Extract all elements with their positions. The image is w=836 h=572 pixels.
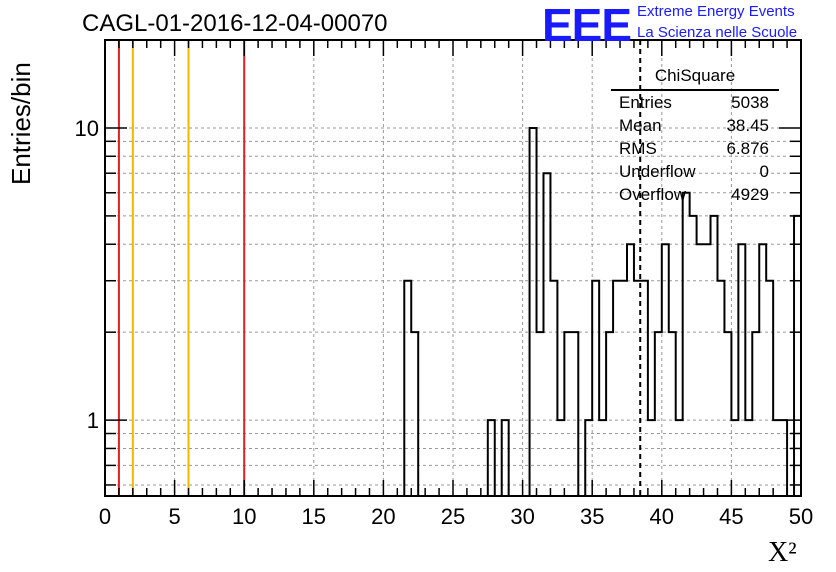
x-tick-label: 10: [232, 504, 256, 529]
histogram-bin: [773, 420, 780, 496]
stats-value: 6.876: [726, 139, 769, 158]
x-tick-label: 0: [99, 504, 111, 529]
histogram-bin: [794, 216, 801, 496]
histogram-bin: [557, 420, 564, 496]
stats-label: RMS: [619, 139, 657, 158]
histogram-bin: [613, 281, 620, 496]
histogram-bin: [683, 193, 690, 496]
stats-value: 4929: [731, 185, 769, 204]
histogram-bin: [704, 244, 711, 496]
histogram-bin: [759, 244, 766, 496]
stats-label: Entries: [619, 93, 672, 112]
histogram-bin: [655, 332, 662, 496]
eee-logo: EEE: [542, 0, 632, 51]
histogram-bin: [592, 281, 599, 496]
logo-text-line1: Extreme Energy Events: [637, 3, 795, 20]
histogram-bin: [711, 216, 718, 496]
histogram-bin: [585, 420, 592, 496]
histogram-bin: [550, 281, 557, 496]
x-tick-label: 35: [580, 504, 604, 529]
y-tick-label: 10: [75, 116, 99, 141]
x-tick-label: 25: [441, 504, 465, 529]
histogram-bin: [669, 332, 676, 496]
histogram-bin: [502, 420, 509, 496]
histogram-bin: [676, 420, 683, 496]
x-tick-label: 40: [650, 504, 674, 529]
x-tick-label: 5: [168, 504, 180, 529]
histogram-bin: [724, 332, 731, 496]
x-tick-label: 20: [371, 504, 395, 529]
histogram-bin: [543, 173, 550, 496]
histogram-bin: [537, 332, 544, 496]
histogram-bin: [717, 281, 724, 496]
histogram-bin: [745, 420, 752, 496]
histogram-bin: [571, 332, 578, 496]
histogram-bin: [731, 420, 738, 496]
histogram-bin: [690, 216, 697, 496]
x-tick-label: 30: [510, 504, 534, 529]
histogram-bin: [780, 420, 787, 496]
histogram-bin: [738, 244, 745, 496]
histogram-bin: [606, 332, 613, 496]
histogram-bin: [411, 332, 418, 496]
y-tick-label: 1: [87, 408, 99, 433]
histogram-bin: [599, 420, 606, 496]
logo-text-line2: La Scienza nelle Scuole: [637, 24, 798, 41]
histogram-bin: [766, 281, 773, 496]
stats-box-title: ChiSquare: [611, 66, 779, 91]
stats-value: 38.45: [726, 116, 769, 135]
histogram-bin: [752, 332, 759, 496]
y-axis-label: Entries/bin: [6, 62, 36, 185]
x-axis-label: X²: [768, 537, 797, 569]
histogram-bin: [641, 281, 648, 496]
histogram-bin: [488, 420, 495, 496]
histogram-bin: [662, 244, 669, 496]
histogram-bin: [697, 244, 704, 496]
histogram-bin: [620, 281, 627, 496]
stats-row-underflow: Underflow 0: [611, 160, 779, 183]
x-tick-label: 15: [302, 504, 326, 529]
stats-row-rms: RMS 6.876: [611, 137, 779, 160]
x-axis-label-text: X²: [768, 537, 797, 568]
histogram-bin: [404, 281, 411, 496]
stats-row-mean: Mean 38.45: [611, 114, 779, 137]
histogram-bin: [648, 420, 655, 496]
x-tick-label: 45: [719, 504, 743, 529]
histogram-bin: [530, 128, 537, 496]
stats-box: ChiSquare Entries 5038 Mean 38.45 RMS 6.876…: [611, 66, 779, 206]
x-tick-label: 50: [789, 504, 813, 529]
stats-row-entries: Entries 5038: [611, 91, 779, 114]
histogram-bin: [564, 332, 571, 496]
stats-row-overflow: Overflow 4929: [611, 183, 779, 206]
stats-value: 0: [759, 162, 769, 181]
stats-value: 5038: [731, 93, 769, 112]
stats-label: Underflow: [619, 162, 696, 181]
stats-label: Mean: [619, 116, 662, 135]
histogram-bin: [627, 244, 634, 496]
chart-title: CAGL-01-2016-12-04-00070: [82, 10, 388, 37]
stats-label: Overflow: [619, 185, 687, 204]
